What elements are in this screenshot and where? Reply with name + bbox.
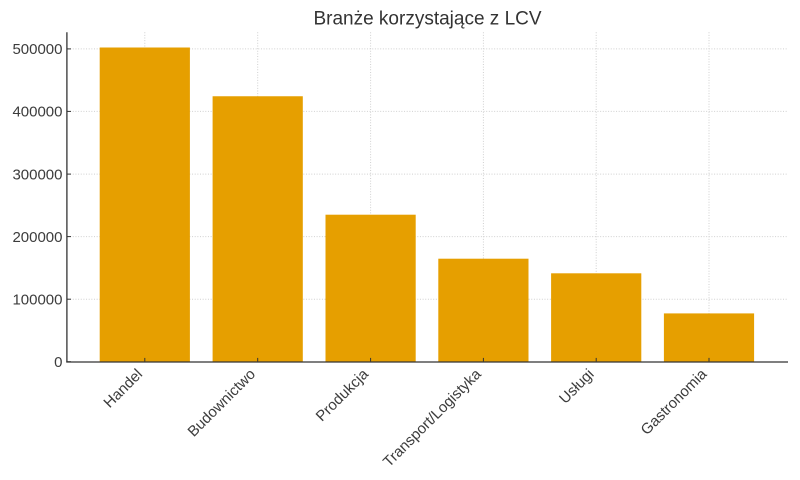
svg-text:400000: 400000 [12, 104, 62, 121]
svg-text:300000: 300000 [12, 166, 62, 183]
svg-text:Branże korzystające z LCV: Branże korzystające z LCV [313, 9, 541, 30]
svg-text:100000: 100000 [12, 291, 62, 308]
svg-text:0: 0 [54, 354, 62, 371]
svg-text:200000: 200000 [12, 229, 62, 246]
svg-text:500000: 500000 [12, 41, 62, 58]
